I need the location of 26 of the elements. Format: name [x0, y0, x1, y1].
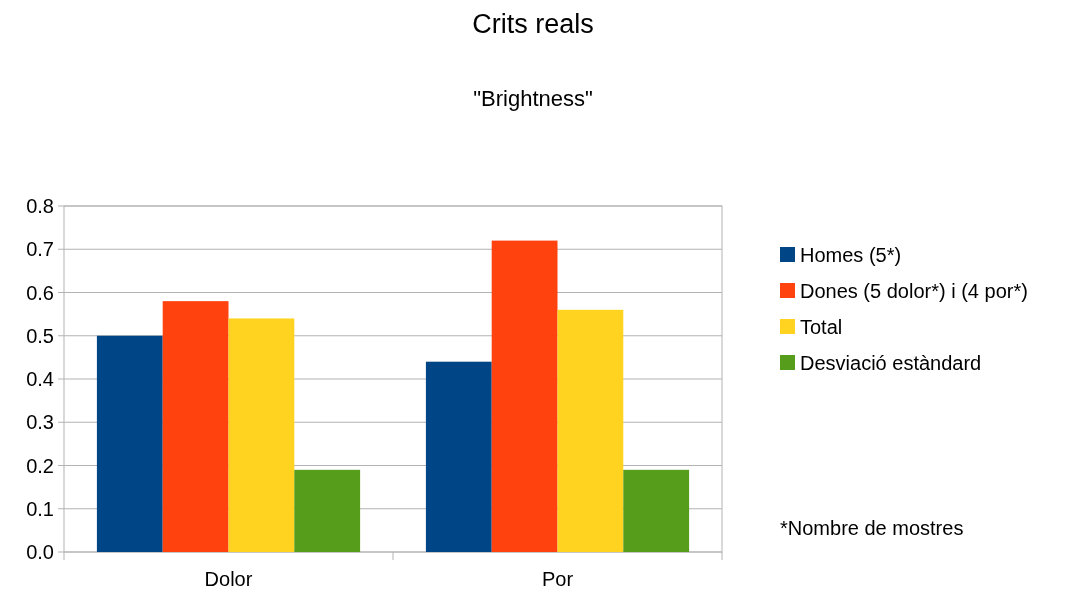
chart-subtitle: "Brightness"	[473, 86, 593, 111]
legend-label: Homes (5*)	[800, 244, 902, 266]
bar	[425, 361, 492, 552]
legend-label: Total	[800, 316, 843, 338]
chart-title: Crits reals	[472, 9, 594, 39]
bar	[96, 335, 163, 552]
y-tick-label: 0.3	[26, 411, 54, 434]
bar	[557, 309, 624, 552]
y-tick-label: 0.0	[26, 541, 54, 563]
bar	[294, 469, 361, 552]
y-tick-label: 0.5	[26, 324, 54, 347]
bar	[491, 240, 558, 552]
y-tick-label: 0.7	[26, 238, 54, 261]
bar	[162, 301, 229, 552]
x-tick-label: Dolor	[204, 568, 253, 590]
y-tick-label: 0.4	[26, 368, 54, 390]
text: *Nombre de mostres	[780, 517, 964, 539]
y-tick-label: 0.6	[26, 281, 54, 304]
legend-label: Desviació estàndard	[800, 352, 982, 374]
y-tick-label: 0.2	[26, 454, 54, 477]
x-tick-label: Por	[541, 568, 574, 590]
y-tick-label: 0.1	[26, 497, 54, 520]
bar	[623, 469, 690, 552]
bar	[228, 318, 295, 552]
y-tick-label: 0.8	[26, 195, 54, 217]
legend-label: Dones (5 dolor*) i (4 por*)	[800, 280, 1028, 302]
